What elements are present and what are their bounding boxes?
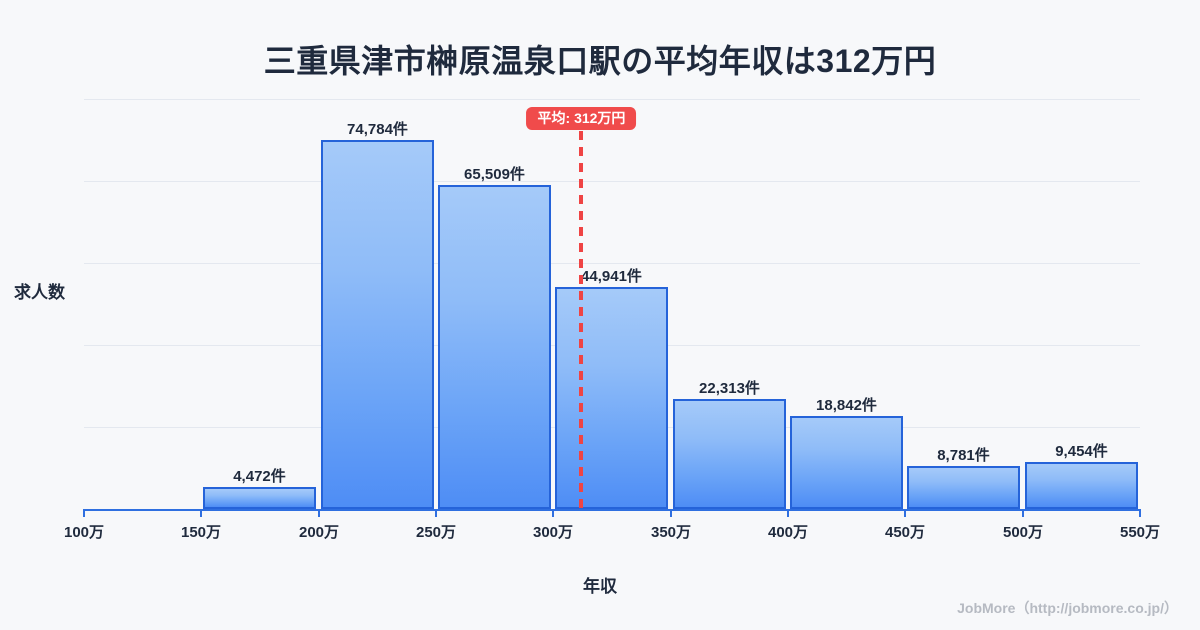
x-axis-line (84, 509, 1140, 511)
bar (321, 140, 434, 509)
watermark: JobMore（http://jobmore.co.jp/） (957, 600, 1178, 616)
x-axis-tick-label: 100万 (63, 524, 105, 541)
bar-value-label: 18,842件 (816, 397, 877, 414)
average-line (579, 131, 584, 510)
x-axis-tick-label: 550万 (1119, 524, 1161, 541)
x-axis-tick-mark (787, 509, 789, 517)
x-axis-tick-mark (1022, 509, 1024, 517)
x-axis-tick-mark (318, 509, 320, 517)
bar (673, 399, 786, 509)
x-axis-tick-mark (1139, 509, 1141, 517)
gridline (84, 181, 1140, 182)
x-axis-tick-mark (83, 509, 85, 517)
x-axis-title: 年収 (583, 577, 617, 596)
x-axis-tick-mark (200, 509, 202, 517)
x-axis-tick-label: 350万 (650, 524, 692, 541)
x-axis-tick-mark (904, 509, 906, 517)
bar (438, 185, 551, 509)
bar-value-label: 65,509件 (464, 166, 525, 183)
x-axis-tick-mark (552, 509, 554, 517)
average-badge: 平均: 312万円 (526, 107, 637, 130)
x-axis-tick-label: 500万 (1002, 524, 1044, 541)
bar-value-label: 22,313件 (699, 380, 760, 397)
bar-value-label: 74,784件 (347, 121, 408, 138)
x-axis-tick-mark (435, 509, 437, 517)
gridline (84, 263, 1140, 264)
y-axis-title: 求人数 (14, 283, 65, 302)
bar (907, 466, 1020, 509)
bar-value-label: 4,472件 (233, 468, 286, 485)
x-axis-tick-label: 250万 (415, 524, 457, 541)
bar-value-label: 8,781件 (937, 447, 990, 464)
bar-value-label: 44,941件 (581, 268, 642, 285)
plot-area (84, 99, 1140, 509)
x-axis-tick-label: 450万 (884, 524, 926, 541)
x-axis-tick-label: 150万 (180, 524, 222, 541)
bar (1025, 462, 1138, 509)
chart-title: 三重県津市榊原温泉口駅の平均年収は312万円 (263, 43, 937, 79)
x-axis-tick-label: 300万 (532, 524, 574, 541)
bar (555, 287, 668, 509)
bar (203, 487, 316, 509)
bar (790, 416, 903, 509)
bar-value-label: 9,454件 (1055, 443, 1108, 460)
x-axis-tick-label: 200万 (298, 524, 340, 541)
x-axis-tick-mark (670, 509, 672, 517)
x-axis-tick-label: 400万 (767, 524, 809, 541)
gridline (84, 99, 1140, 100)
